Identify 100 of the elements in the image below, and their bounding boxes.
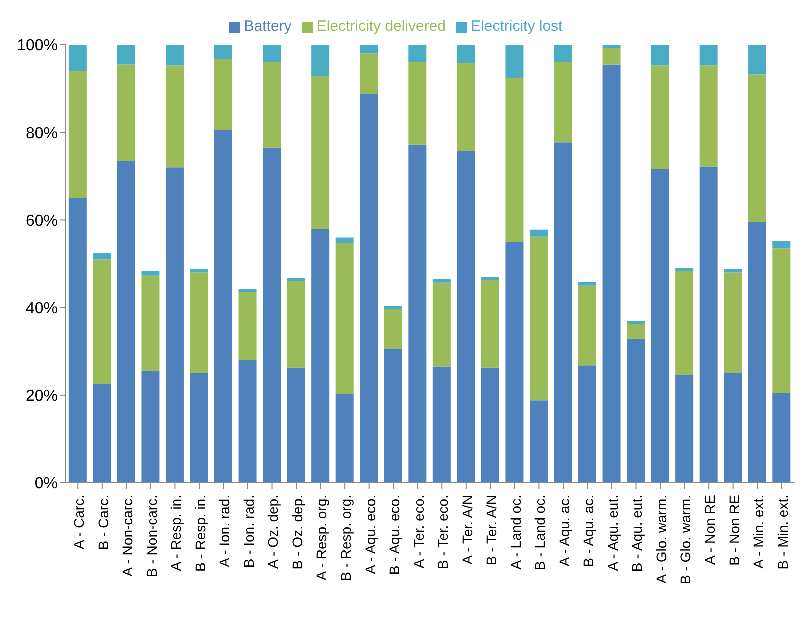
bar [68, 45, 87, 72]
x-tick-label: A - Resp. org. [314, 495, 330, 581]
legend-label: Battery [244, 18, 292, 35]
bar [700, 45, 718, 66]
bar [214, 130, 233, 483]
bar [287, 278, 306, 282]
x-tick-label: A - Non-carc. [120, 495, 136, 577]
bar [627, 324, 646, 340]
x-tick-label: B - Aqu. eco. [386, 495, 403, 576]
bar [748, 45, 766, 75]
bar [117, 64, 136, 162]
bar [287, 368, 306, 483]
bar [384, 306, 402, 310]
bar [117, 45, 136, 65]
bar [481, 277, 500, 280]
bar [214, 59, 233, 130]
bar [676, 268, 694, 272]
y-tick-label: 20% [26, 388, 58, 406]
bar [724, 269, 742, 273]
bar [676, 375, 694, 483]
bar [166, 45, 184, 66]
bar [457, 150, 476, 483]
bar [263, 62, 282, 148]
x-tick-label: A - Min. ext. [750, 495, 767, 569]
bar [190, 272, 208, 374]
x-tick-label: B - Resp. in. [192, 495, 208, 572]
x-tick-label: B - Land oc. [532, 495, 548, 570]
bar [214, 45, 233, 60]
x-tick-label: A - Oz. dep. [265, 495, 282, 569]
bar [336, 243, 354, 395]
bar [263, 148, 282, 483]
bar [748, 222, 766, 483]
bar [384, 349, 402, 483]
bar [408, 45, 427, 63]
bar [384, 309, 402, 350]
bar [481, 280, 500, 368]
bar [481, 368, 500, 483]
bar [408, 144, 427, 483]
bar [238, 360, 257, 483]
x-tick-label: A - Aqu. eut. [604, 495, 621, 572]
bar [554, 62, 572, 143]
bar [238, 292, 257, 360]
bar [602, 48, 621, 65]
bar [554, 142, 572, 483]
x-tick-label: B - Min. ext. [774, 495, 791, 570]
bar [287, 282, 306, 368]
bar [602, 64, 621, 483]
y-tick-label: 80% [26, 125, 58, 142]
bar [166, 168, 184, 483]
bar [700, 166, 718, 483]
bar [68, 198, 87, 483]
y-tick-label: 40% [26, 300, 58, 318]
x-tick-label: A - Aqu. eco. [362, 495, 378, 574]
bar [602, 45, 621, 48]
x-tick-label: A - Carc. [71, 495, 88, 550]
bar [578, 282, 597, 286]
x-tick-label: A - Non RE [702, 495, 718, 566]
bar [166, 66, 184, 168]
bar [530, 400, 548, 483]
bar [457, 45, 476, 64]
x-tick-label: B - Non-carc. [144, 495, 160, 578]
y-tick-label: 100% [17, 38, 58, 55]
bar [336, 394, 354, 483]
x-tick-label: B - Non RE [726, 495, 742, 566]
legend-label: Electricity delivered [316, 18, 446, 35]
x-tick-label: A - Aqu. ac. [556, 495, 572, 567]
bar [530, 236, 548, 401]
bar [772, 241, 791, 249]
bar [651, 169, 670, 483]
bar [408, 62, 427, 145]
bar [238, 288, 257, 292]
bar [360, 45, 378, 54]
bar [93, 253, 112, 260]
bar [676, 271, 694, 376]
bar [312, 228, 330, 483]
x-tick-label: B - Ter. eco. [435, 495, 452, 570]
x-tick-label: B - Resp. org. [338, 495, 354, 582]
bar [724, 374, 742, 483]
bar [506, 78, 524, 242]
y-tick-label: 0% [34, 476, 58, 493]
x-tick-label: B - Glo. warm. [678, 495, 694, 584]
bar [457, 63, 476, 151]
bar [772, 248, 791, 394]
bar [772, 393, 791, 483]
bar [432, 279, 451, 283]
bar [263, 45, 282, 63]
x-tick-label: B - Aqu. eut. [629, 495, 646, 572]
bar [651, 45, 670, 66]
x-tick-label: A - Ter. eco. [410, 495, 427, 569]
bar [190, 374, 208, 483]
bar [578, 366, 597, 483]
bar [190, 269, 208, 273]
bar [578, 286, 597, 366]
x-tick-label: A - Ter. A/N [459, 495, 476, 565]
bar [724, 272, 742, 374]
bar [312, 45, 330, 77]
x-tick-label: B - Ion. rad. [240, 495, 257, 568]
bar [432, 366, 451, 483]
x-tick-label: B - Ter. A/N [484, 495, 500, 566]
bar [142, 276, 160, 372]
